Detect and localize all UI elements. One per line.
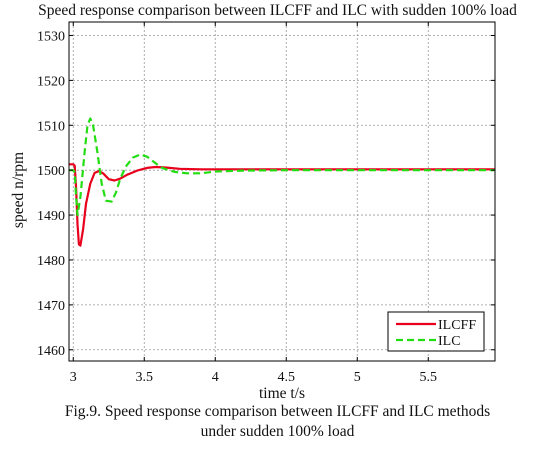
caption-line-1: Fig.9. Speed response comparison between…: [64, 403, 491, 420]
x-tick-label: 5.5: [420, 370, 438, 385]
speed-response-chart: 3 3.5 4 4.5 5 5.5 1460 1470 1480 1490 1500 1510 1520…: [10, 21, 496, 400]
y-tick-label: 1470: [37, 299, 65, 314]
figure-caption: Fig.9. Speed response comparison between…: [0, 402, 555, 442]
ticks: [69, 22, 495, 361]
y-tick-label: 1480: [37, 254, 65, 269]
series-line-ilc: [69, 117, 495, 217]
legend-box: [387, 311, 485, 352]
x-tick-label: 4.5: [278, 370, 296, 385]
chart-title: Speed response comparison between ILCFF …: [38, 2, 517, 19]
legend-label-ilcff: ILCFF: [438, 318, 476, 333]
caption-line-2: under sudden 100% load: [200, 423, 355, 440]
plot-frame: [68, 21, 496, 362]
y-tick-label: 1520: [37, 74, 65, 89]
x-axis-label: time t/s: [259, 385, 305, 400]
x-tick-label: 3: [70, 370, 77, 385]
tick-labels: 3 3.5 4 4.5 5 5.5 1460 1470 1480 1490 1500 1510 1520…: [37, 29, 437, 385]
x-tick-label: 4: [212, 370, 219, 385]
y-axis-label: speed n/rpm: [10, 152, 27, 228]
plot-background: [69, 22, 495, 361]
series-layer: [69, 117, 495, 247]
y-tick-label: 1530: [37, 29, 65, 44]
x-tick-label: 5: [354, 370, 361, 385]
grid: [69, 22, 495, 361]
legend-label-ilc: ILC: [438, 334, 461, 349]
y-tick-label: 1500: [37, 164, 65, 179]
y-tick-label: 1460: [37, 344, 65, 359]
x-tick-label: 3.5: [136, 370, 154, 385]
y-tick-label: 1490: [37, 209, 65, 224]
series-line-ilcff: [69, 163, 495, 247]
y-tick-label: 1510: [37, 119, 65, 134]
